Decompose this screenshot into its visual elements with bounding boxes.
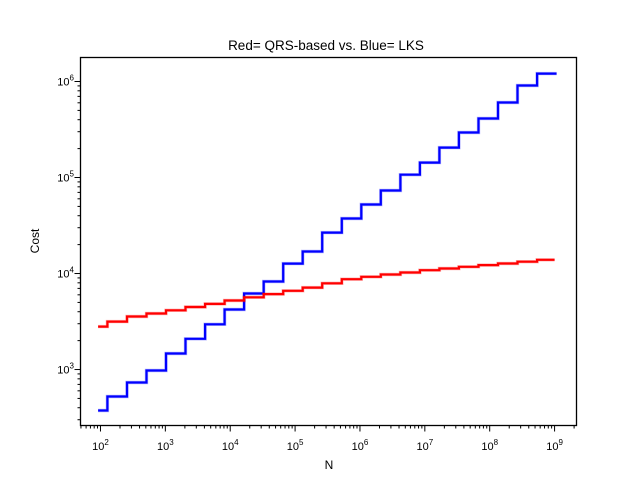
series-lks-line [98,72,557,412]
y-tick-label: 104 [57,266,74,281]
x-tick-label: 108 [481,438,498,453]
axes-layer: 102 103 104 105 106 107 108 109 103 104 105 106 [57,74,575,453]
x-tick-label: 107 [416,438,433,453]
plot-box [79,56,578,427]
x-tick-label: 105 [287,438,304,453]
y-tick-label: 106 [57,74,74,89]
chart-title: Red= QRS-based vs. Blue= LKS [228,38,424,53]
series-qrs-based-line [98,258,555,328]
x-tick-label: 102 [92,438,109,453]
series-layer [98,71,557,413]
y-axis-label: Cost [28,228,42,253]
y-tick-label: 103 [57,362,74,377]
y-tick-label: 105 [57,170,74,185]
x-axis-label: N [325,458,334,472]
x-tick-label: 104 [222,438,239,453]
x-tick-label: 109 [546,438,563,453]
x-tick-label: 106 [352,438,369,453]
x-tick-label: 103 [157,438,174,453]
